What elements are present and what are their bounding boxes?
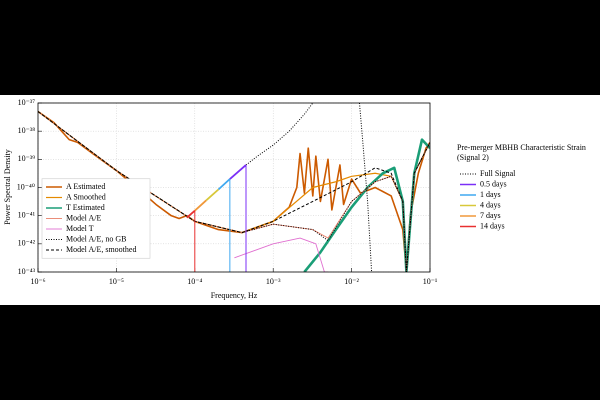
y-tick-label: 10⁻³⁷ xyxy=(18,98,36,107)
series-line xyxy=(234,237,328,272)
y-tick-label: 10⁻³⁹ xyxy=(18,154,36,163)
series-line xyxy=(229,164,247,180)
series-line xyxy=(186,210,196,219)
legend-label: T Estimated xyxy=(66,203,105,212)
series-line xyxy=(194,199,207,212)
legend-title: (Signal 2) xyxy=(457,153,489,162)
x-tick-label: 10⁻⁵ xyxy=(109,277,124,286)
legend-label: Full Signal xyxy=(480,169,516,178)
x-tick-label: 10⁻² xyxy=(344,277,359,286)
x-tick-label: 10⁻⁶ xyxy=(30,277,45,286)
y-axis-label: Power Spectral Density xyxy=(3,149,12,225)
x-tick-label: 10⁻⁴ xyxy=(187,277,202,286)
series-line xyxy=(245,103,373,272)
legend-label: 4 days xyxy=(480,200,501,209)
legend-title: Pre-merger MBHB Characteristic Strain xyxy=(457,143,586,152)
series-line xyxy=(205,188,219,202)
y-tick-label: 10⁻⁴³ xyxy=(18,267,36,276)
y-tick-label: 10⁻⁴⁰ xyxy=(17,182,35,191)
y-tick-label: 10⁻⁴¹ xyxy=(18,210,36,219)
legend-label: 14 days xyxy=(480,221,505,230)
legend-label: 1 days xyxy=(480,190,501,199)
legend-label: 0.5 days xyxy=(480,179,507,188)
legend-label: Model A/E xyxy=(66,213,101,222)
plot-area xyxy=(38,103,430,272)
legend-label: Model A/E, smoothed xyxy=(66,245,136,254)
y-tick-label: 10⁻⁴² xyxy=(18,239,36,248)
legend-label: Model T xyxy=(66,224,94,233)
legend-label: 7 days xyxy=(480,211,501,220)
series-line xyxy=(38,111,430,272)
legend-label: A Estimated xyxy=(66,182,105,191)
x-tick-label: 10⁻³ xyxy=(266,277,281,286)
series-line xyxy=(303,138,430,272)
x-axis-label: Frequency, Hz xyxy=(211,291,258,300)
x-tick-label: 10⁻¹ xyxy=(423,277,438,286)
series-line xyxy=(217,178,231,191)
legend-label: A Smoothed xyxy=(66,192,106,201)
legend-label: Model A/E, no GB xyxy=(66,234,126,243)
plot-frame xyxy=(37,102,431,273)
y-tick-label: 10⁻³⁸ xyxy=(18,126,36,135)
